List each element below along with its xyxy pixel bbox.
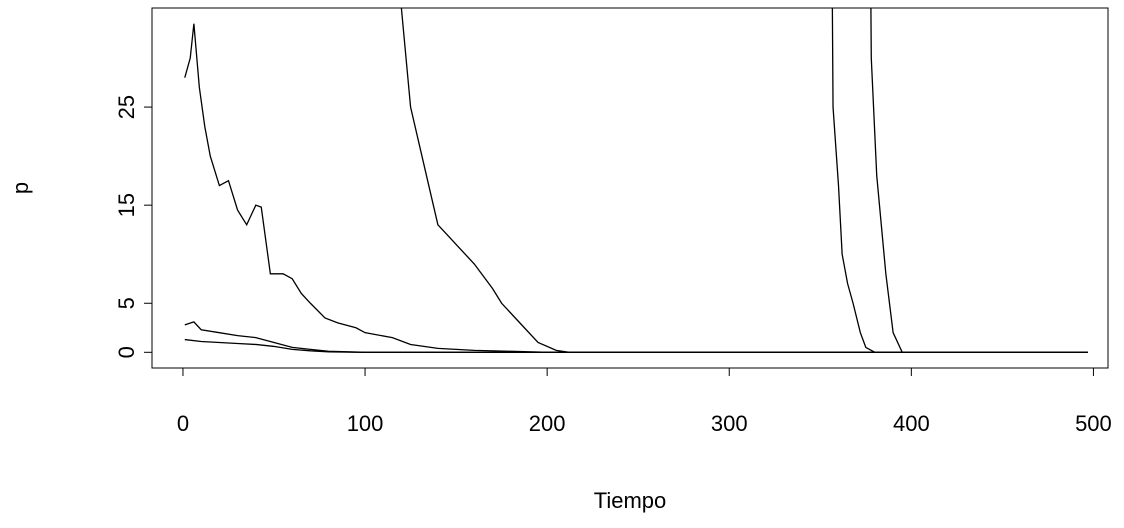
x-tick-label: 300	[711, 411, 748, 436]
x-axis-label: Tiempo	[594, 488, 667, 513]
series-line	[184, 338, 1088, 353]
y-tick-label: 15	[114, 193, 139, 217]
x-tick-label: 200	[529, 411, 566, 436]
y-tick-label: 0	[114, 346, 139, 358]
x-tick-label: 0	[177, 411, 189, 436]
series-line	[831, 8, 1088, 353]
series-line	[184, 23, 1088, 353]
series-line	[870, 8, 1088, 353]
x-tick-label: 400	[893, 411, 930, 436]
x-tick-label: 100	[347, 411, 384, 436]
x-tick-label: 500	[1075, 411, 1112, 436]
plot-frame	[151, 7, 1109, 369]
series-line	[400, 8, 1088, 353]
series-line	[184, 321, 1088, 353]
y-tick-label: 5	[114, 297, 139, 309]
y-tick-label: 25	[114, 95, 139, 119]
lines	[184, 8, 1088, 353]
y-axis-label: p	[8, 182, 33, 194]
